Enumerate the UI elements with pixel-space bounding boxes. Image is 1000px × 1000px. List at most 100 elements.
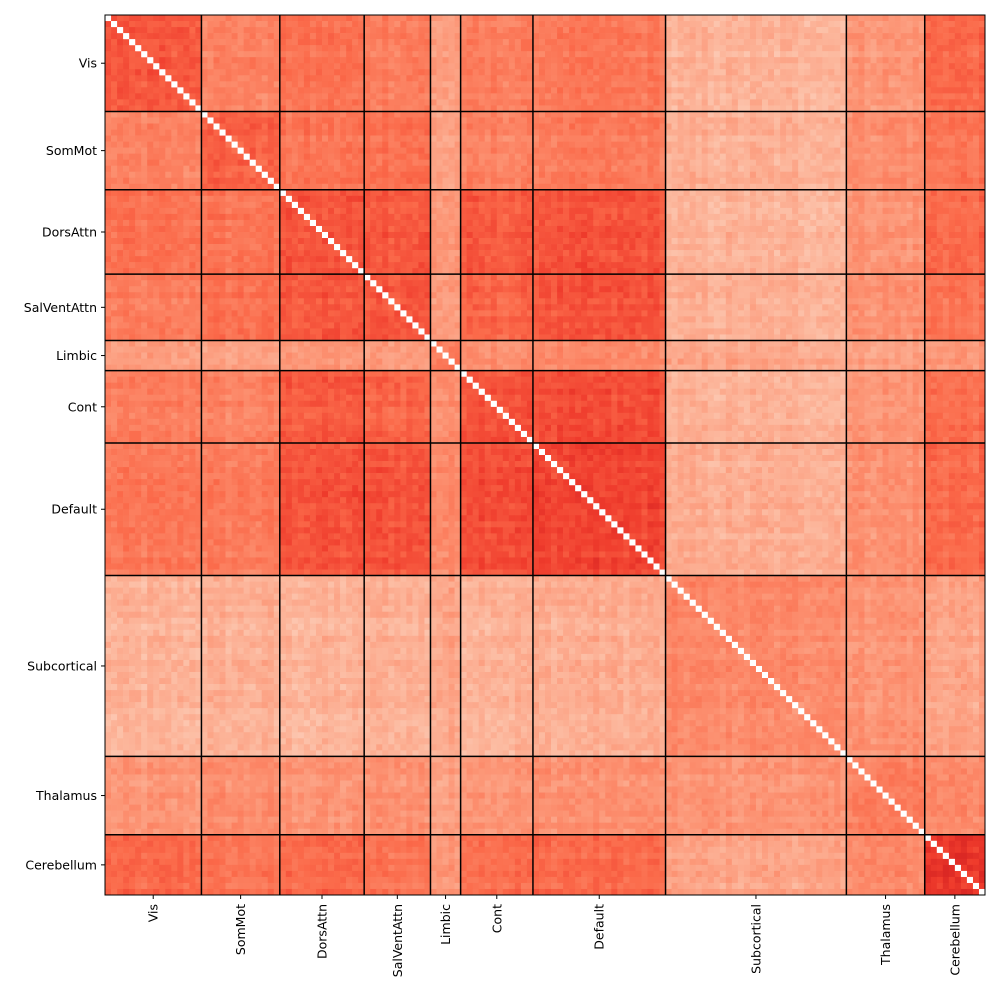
heatmap-cell xyxy=(364,171,371,179)
heatmap-cell xyxy=(309,27,317,34)
heatmap-cell xyxy=(557,189,564,197)
heatmap-cell xyxy=(273,75,281,82)
heatmap-cell xyxy=(346,147,353,154)
heatmap-cell xyxy=(460,27,467,34)
heatmap-cell xyxy=(358,57,365,64)
heatmap-cell xyxy=(225,39,232,46)
heatmap-cell xyxy=(545,51,552,58)
heatmap-cell xyxy=(460,21,467,28)
heatmap-cell xyxy=(689,45,697,52)
heatmap-cell xyxy=(882,21,889,28)
heatmap-cell xyxy=(321,111,329,118)
heatmap-cell xyxy=(665,159,672,167)
heatmap-cell xyxy=(255,57,263,64)
heatmap-cell xyxy=(352,171,359,179)
heatmap-cell xyxy=(303,219,311,227)
heatmap-cell xyxy=(376,183,383,191)
heatmap-cell xyxy=(309,15,317,22)
heatmap-cell xyxy=(695,51,703,58)
heatmap-cell xyxy=(846,177,853,185)
heatmap-cell xyxy=(798,105,805,112)
heatmap-cell xyxy=(171,63,178,70)
heatmap-cell xyxy=(918,195,926,203)
heatmap-cell xyxy=(972,57,980,64)
heatmap-cell xyxy=(285,153,293,161)
heatmap-cell xyxy=(261,69,269,76)
heatmap-cell xyxy=(948,45,956,52)
heatmap-cell xyxy=(816,111,823,118)
heatmap-cell xyxy=(599,69,606,76)
heatmap-cell xyxy=(484,135,492,142)
heatmap-cell xyxy=(321,99,329,106)
heatmap-cell xyxy=(285,21,293,28)
heatmap-cell xyxy=(424,165,431,173)
heatmap-cell xyxy=(213,207,220,215)
heatmap-cell xyxy=(448,159,455,167)
heatmap-cell xyxy=(605,57,612,64)
heatmap-cell xyxy=(321,69,329,76)
heatmap-cell xyxy=(846,75,853,82)
heatmap-cell xyxy=(472,87,480,94)
heatmap-cell xyxy=(629,69,636,76)
heatmap-cell xyxy=(972,63,980,70)
heatmap-cell xyxy=(165,33,172,40)
heatmap-cell xyxy=(792,75,799,82)
heatmap-cell xyxy=(816,135,823,142)
heatmap-cell xyxy=(942,27,950,34)
heatmap-cell xyxy=(412,75,419,82)
heatmap-cell xyxy=(406,195,413,203)
heatmap-cell xyxy=(954,21,962,28)
heatmap-cell xyxy=(810,213,817,221)
heatmap-cell xyxy=(321,51,329,58)
heatmap-cell xyxy=(466,39,474,46)
heatmap-cell xyxy=(978,105,986,112)
heatmap-cell xyxy=(768,117,775,124)
heatmap-cell xyxy=(978,213,986,221)
heatmap-cell xyxy=(183,219,190,227)
heatmap-cell xyxy=(876,63,883,70)
heatmap-cell xyxy=(267,195,275,203)
heatmap-cell xyxy=(689,81,697,88)
heatmap-cell xyxy=(906,123,914,130)
heatmap-cell xyxy=(183,21,190,28)
heatmap-cell xyxy=(768,93,775,100)
heatmap-cell xyxy=(737,195,745,203)
heatmap-cell xyxy=(635,75,642,82)
heatmap-cell xyxy=(358,213,365,221)
heatmap-cell xyxy=(725,123,733,130)
heatmap-cell xyxy=(388,87,395,94)
heatmap-cell xyxy=(749,141,757,148)
heatmap-cell xyxy=(526,165,534,173)
heatmap-cell xyxy=(858,81,865,88)
heatmap-cell xyxy=(141,87,148,94)
heatmap-cell xyxy=(683,183,691,191)
heatmap-cell xyxy=(780,213,787,221)
heatmap-cell xyxy=(219,177,226,185)
heatmap-cell xyxy=(816,177,823,185)
heatmap-cell xyxy=(201,123,208,130)
heatmap-cell xyxy=(828,33,835,40)
heatmap-cell xyxy=(659,51,666,58)
heatmap-cell xyxy=(334,135,341,142)
heatmap-cell xyxy=(171,147,178,154)
heatmap-cell xyxy=(635,87,642,94)
heatmap-cell xyxy=(237,33,244,40)
heatmap-cell xyxy=(273,111,281,118)
heatmap-cell xyxy=(484,129,492,136)
heatmap-cell xyxy=(912,195,920,203)
heatmap-cell xyxy=(291,207,299,215)
heatmap-cell xyxy=(400,147,407,154)
heatmap-cell xyxy=(249,21,257,28)
heatmap-cell xyxy=(267,87,275,94)
heatmap-cell xyxy=(581,69,588,76)
heatmap-cell xyxy=(418,123,425,130)
heatmap-cell xyxy=(129,87,136,94)
heatmap-cell xyxy=(816,87,823,94)
heatmap-cell xyxy=(653,195,660,203)
heatmap-cell xyxy=(749,147,757,154)
heatmap-cell xyxy=(918,123,926,130)
heatmap-cell xyxy=(936,15,944,22)
heatmap-cell xyxy=(900,195,907,203)
heatmap-cell xyxy=(273,57,281,64)
heatmap-cell xyxy=(545,201,552,209)
